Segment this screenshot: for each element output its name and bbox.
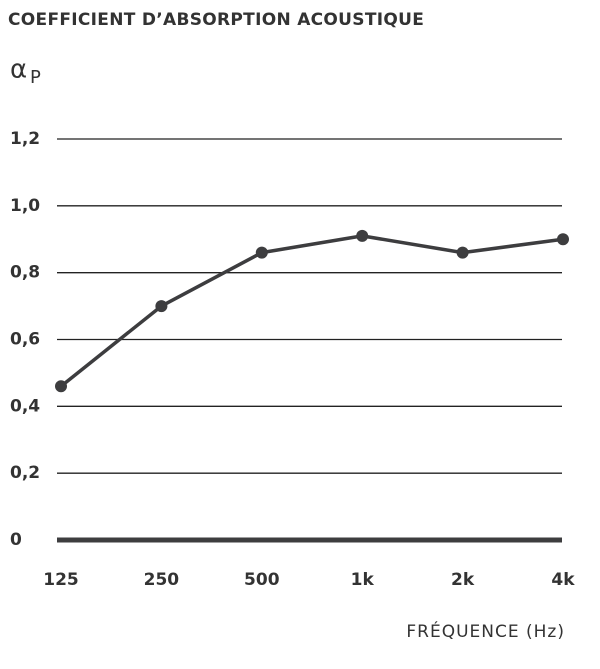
data-point xyxy=(55,380,67,393)
x-tick-label: 4k xyxy=(551,570,575,590)
data-point xyxy=(255,246,268,259)
data-point xyxy=(557,233,569,246)
y-tick-label: 1,2 xyxy=(10,129,40,149)
x-axis-label: FRÉQUENCE (Hz) xyxy=(406,620,565,642)
x-tick-label: 125 xyxy=(43,570,79,590)
x-tick-label: 2k xyxy=(451,570,475,590)
x-tick-label: 1k xyxy=(351,570,375,590)
y-axis-label-subscript: P xyxy=(30,67,41,88)
data-line xyxy=(59,234,564,388)
y-tick-label: 0,8 xyxy=(10,263,40,283)
chart-title: COEFFICIENT D’ABSORPTION ACOUSTIQUE xyxy=(8,10,424,30)
data-point xyxy=(356,229,369,242)
x-tick-label: 250 xyxy=(144,570,180,590)
data-point xyxy=(155,300,168,313)
y-axis-label: α xyxy=(10,55,27,85)
x-tick-label: 500 xyxy=(244,570,280,590)
data-point xyxy=(456,246,469,259)
y-tick-label: 1,0 xyxy=(10,196,40,216)
y-tick-label: 0,4 xyxy=(10,396,40,416)
y-tick-label: 0,2 xyxy=(10,463,40,483)
y-tick-label: 0 xyxy=(10,530,22,550)
y-tick-label: 0,6 xyxy=(10,330,40,350)
